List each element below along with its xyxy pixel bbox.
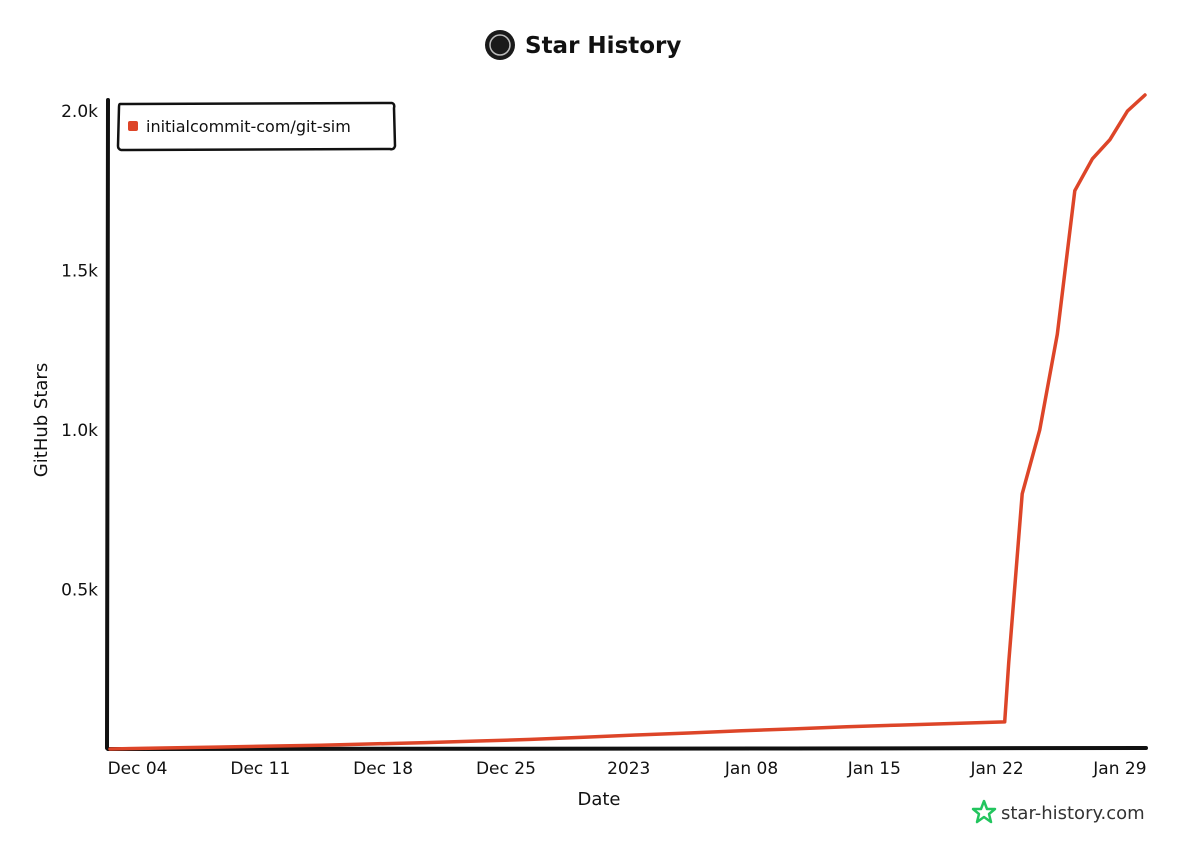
y-tick-labels: 0.5k 1.0k 1.5k 2.0k [61,102,98,601]
y-tick-label: 1.0k [61,421,98,441]
x-tick-label: Dec 25 [476,759,536,779]
y-tick-label: 0.5k [61,580,98,600]
x-tick-label: Jan 22 [969,759,1023,779]
legend: initialcommit-com/git-sim [116,101,397,152]
x-tick-label: Dec 11 [230,759,290,779]
legend-box [116,101,397,152]
x-tick-label: Dec 04 [108,759,168,779]
chart-title-group: Star History [485,30,681,60]
star-history-logo-icon [971,799,997,824]
repo-logo-ring [489,34,511,56]
branding: star-history.com [971,799,1145,824]
x-tick-label: Jan 29 [1092,759,1146,779]
branding-site: star-history.com [1001,803,1145,824]
y-axis [105,98,110,750]
x-axis-label: Date [577,789,620,810]
y-axis-label: GitHub Stars [31,363,52,477]
legend-swatch [128,121,138,131]
legend-label: initialcommit-com/git-sim [146,117,351,136]
y-tick-label: 2.0k [61,102,98,122]
chart-title: Star History [525,33,681,59]
x-tick-label: Dec 18 [353,759,413,779]
x-tick-label: 2023 [607,759,650,779]
x-axis [106,746,1148,752]
series-line [108,93,1147,751]
x-tick-label: Jan 08 [724,759,778,779]
x-tick-labels: Dec 04 Dec 11 Dec 18 Dec 25 2023 Jan 08 Jan 15… [108,759,1147,779]
y-tick-label: 1.5k [61,261,98,281]
x-tick-label: Jan 15 [847,759,901,779]
